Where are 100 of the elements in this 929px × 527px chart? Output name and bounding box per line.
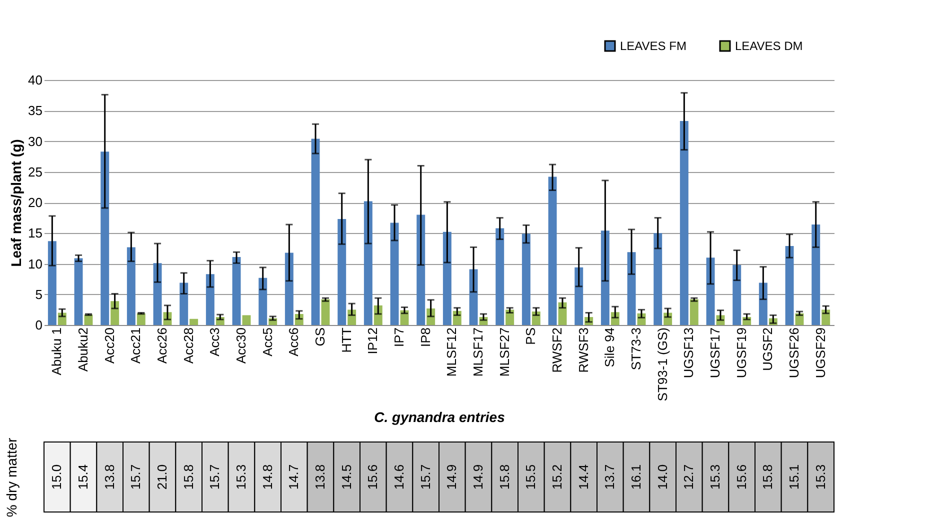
bar — [284, 252, 294, 325]
y-tick-label: 35 — [28, 103, 42, 118]
y-tick-label: 40 — [28, 72, 42, 88]
x-tick-label: IP8 — [418, 328, 433, 348]
x-tick-label: IP12 — [365, 328, 380, 354]
y-tick-label: 30 — [28, 134, 42, 149]
bar — [206, 274, 214, 325]
bar — [812, 224, 820, 325]
bar — [136, 313, 146, 325]
bar — [442, 232, 452, 325]
x-axis-title: C. gynandra entries — [374, 409, 506, 426]
bar — [706, 258, 715, 325]
x-tick-label: Abuku2 — [76, 328, 90, 372]
data-label: 15.3 — [708, 464, 722, 490]
bar — [416, 214, 426, 325]
bar — [258, 278, 268, 325]
data-label: 15.7 — [418, 464, 433, 490]
data-label: 15.5 — [523, 464, 538, 490]
y-tick-label: 15 — [28, 226, 42, 241]
bar — [110, 301, 120, 325]
data-label: 14.4 — [576, 464, 591, 490]
x-tick-label: Acc20 — [102, 328, 117, 364]
data-label: 12.7 — [681, 464, 696, 490]
bar — [627, 252, 636, 325]
data-label: 15.7 — [128, 464, 144, 490]
bar — [548, 176, 557, 325]
bar — [654, 233, 662, 325]
bar — [180, 282, 188, 325]
data-label: 15.2 — [550, 464, 564, 490]
x-tick-label: UGSF13 — [681, 328, 696, 378]
data-label: 13.8 — [102, 464, 117, 490]
x-tick-label: ST73-3 — [628, 328, 644, 370]
bar — [574, 267, 584, 325]
bar — [338, 219, 346, 325]
data-label: 15.1 — [786, 464, 802, 490]
data-label: 15.7 — [207, 464, 222, 490]
data-label: 15.3 — [234, 464, 248, 490]
legend-label: LEAVES FM — [620, 39, 686, 53]
x-tick-label: Sile 94 — [602, 328, 618, 368]
x-tick-label: Acc6 — [286, 328, 302, 356]
x-tick-label: MLSF27 — [496, 328, 512, 377]
data-label: 16.1 — [628, 464, 644, 490]
x-tick-label: RWSF2 — [550, 328, 564, 373]
bar — [558, 302, 567, 325]
bar — [758, 282, 768, 325]
data-label: 15.4 — [76, 464, 90, 490]
data-label: 14.8 — [260, 464, 275, 490]
x-tick-label: UGSF29 — [812, 328, 828, 378]
x-tick-label: Abuku 1 — [49, 328, 64, 376]
data-label: 15.0 — [49, 464, 64, 490]
data-label: 14.5 — [338, 464, 354, 490]
bar — [311, 138, 320, 325]
x-tick-label: Acc30 — [234, 328, 248, 364]
bar — [364, 201, 372, 325]
data-label: 15.6 — [365, 464, 380, 490]
x-tick-label: ST93-1 (GS) — [654, 328, 670, 402]
x-tick-label: Acc21 — [128, 328, 144, 364]
bar — [732, 264, 742, 325]
data-label: 14.0 — [654, 464, 670, 490]
data-label: 14.9 — [470, 464, 486, 490]
bar — [680, 121, 688, 325]
data-label: 15.3 — [812, 464, 828, 490]
y-tick-label: 0 — [35, 318, 42, 332]
data-label: 13.7 — [602, 464, 618, 490]
data-label: 14.6 — [392, 464, 406, 490]
x-tick-label: MLSF12 — [444, 328, 460, 377]
bar — [126, 247, 136, 325]
x-tick-label: IP7 — [392, 328, 406, 348]
x-tick-label: UGSF19 — [734, 328, 749, 378]
y-tick-label: 20 — [28, 195, 42, 210]
y-tick-label: 10 — [28, 256, 42, 272]
bar — [469, 269, 478, 325]
bar — [153, 263, 162, 325]
x-tick-label: UGSF2 — [760, 328, 776, 371]
y-axis-title: Leaf mass/plant (g) — [8, 139, 24, 267]
data-label: 14.7 — [286, 464, 302, 490]
x-tick-label: UGSF17 — [708, 328, 722, 378]
bar — [48, 241, 56, 325]
bar — [390, 222, 399, 325]
x-tick-label: HTT — [338, 327, 354, 353]
data-label: 15.6 — [734, 464, 749, 490]
x-tick-label: GS — [312, 327, 328, 346]
y-tick-label: 5 — [35, 286, 42, 302]
data-label: 14.9 — [444, 464, 460, 490]
bar — [190, 318, 198, 325]
data-label: 13.8 — [312, 464, 328, 490]
data-label: 21.0 — [154, 464, 170, 490]
bar — [496, 228, 504, 325]
bar — [232, 257, 241, 325]
bar — [522, 234, 530, 325]
x-tick-label: Acc28 — [180, 328, 196, 364]
bar — [100, 152, 110, 325]
data-label: 15.8 — [496, 464, 512, 490]
bar — [74, 258, 83, 325]
x-tick-label: Acc5 — [260, 328, 275, 356]
x-tick-label: PS — [523, 327, 538, 345]
bar — [785, 246, 794, 325]
bar — [242, 315, 251, 325]
legend-label: LEAVES DM — [735, 39, 803, 53]
data-label: 15.8 — [760, 464, 776, 490]
